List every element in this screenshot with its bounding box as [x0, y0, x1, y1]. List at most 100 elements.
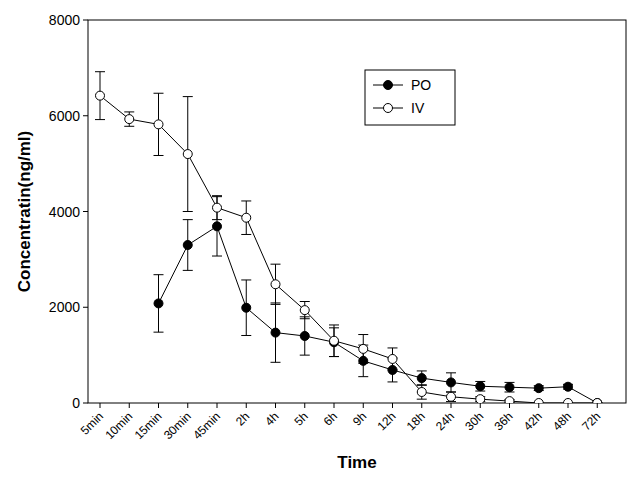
error-cap [154, 274, 164, 275]
data-point [505, 383, 514, 392]
data-point [388, 365, 397, 374]
error-cap [271, 362, 281, 363]
error-bar [212, 197, 222, 256]
legend-marker [384, 81, 393, 90]
data-point [359, 344, 368, 353]
x-tick [100, 403, 101, 408]
legend-marker [384, 104, 393, 113]
data-point [213, 222, 222, 231]
error-bar [358, 345, 368, 377]
error-bar [154, 93, 164, 155]
data-point [271, 328, 280, 337]
x-tick [246, 403, 247, 408]
data-point [447, 392, 456, 401]
legend-label: PO [411, 77, 431, 93]
error-cap [241, 200, 251, 201]
data-point [183, 150, 192, 159]
error-cap [358, 334, 368, 335]
data-point [330, 336, 339, 345]
legend: PO IV [365, 70, 455, 125]
error-bar [241, 280, 251, 336]
x-tick-label: 30min [161, 409, 194, 442]
error-cap [271, 304, 281, 305]
x-tick-label: 2h [233, 409, 252, 428]
x-tick-label: 5min [78, 409, 106, 437]
x-tick-label: 72h [579, 409, 603, 433]
error-cap [212, 219, 222, 220]
data-point [183, 241, 192, 250]
series-line [100, 96, 597, 403]
data-point [417, 387, 426, 396]
x-tick [538, 403, 539, 408]
data-point [388, 354, 397, 363]
error-cap [358, 376, 368, 377]
error-cap [212, 256, 222, 257]
x-tick-label: 36h [492, 409, 516, 433]
error-bar [212, 196, 222, 220]
error-cap [124, 126, 134, 127]
y-tick-label: 2000 [49, 299, 80, 315]
x-tick-label: 42h [521, 409, 545, 433]
x-tick [597, 403, 598, 408]
x-tick [304, 403, 305, 408]
error-bar [300, 317, 310, 355]
chart: 020004000600080005min10min15min30min45mi… [0, 0, 644, 477]
error-cap [183, 211, 193, 212]
error-cap [241, 335, 251, 336]
error-cap [388, 381, 398, 382]
x-tick-label: 5h [292, 409, 311, 428]
error-cap [417, 384, 427, 385]
x-tick [334, 403, 335, 408]
data-point [154, 299, 163, 308]
data-point [534, 384, 543, 393]
error-cap [212, 195, 222, 196]
y-tick [83, 20, 88, 21]
error-cap [183, 219, 193, 220]
y-tick-label: 8000 [49, 12, 80, 28]
x-tick [509, 403, 510, 408]
error-cap [241, 279, 251, 280]
data-point [300, 306, 309, 315]
y-tick-label: 4000 [49, 204, 80, 220]
y-tick-label: 0 [72, 395, 80, 411]
y-tick [83, 403, 88, 404]
error-cap [329, 324, 339, 325]
data-point [476, 395, 485, 403]
x-tick-label: 10min [102, 409, 135, 442]
error-bar [446, 373, 456, 392]
x-tick [158, 403, 159, 408]
data-point [476, 382, 485, 391]
data-point [593, 399, 602, 404]
error-bar [446, 392, 456, 402]
x-tick [275, 403, 276, 408]
x-tick-label: 9h [350, 409, 369, 428]
error-cap [95, 119, 105, 120]
series-line [159, 226, 598, 403]
error-bar [505, 382, 515, 392]
data-point [96, 91, 105, 100]
error-cap [124, 111, 134, 112]
error-cap [95, 71, 105, 72]
y-tick-label: 6000 [49, 108, 80, 124]
y-axis-label: Concentratin(ng/ml) [15, 131, 34, 293]
data-point [300, 331, 309, 340]
x-axis-label: Time [337, 453, 376, 472]
error-cap [241, 234, 251, 235]
data-point [593, 399, 602, 404]
y-tick [83, 307, 88, 308]
error-cap [154, 93, 164, 94]
legend-label: IV [411, 100, 425, 116]
x-tick-label: 6h [321, 409, 340, 428]
error-bar [475, 381, 485, 391]
x-tick [363, 403, 364, 408]
error-bar [417, 385, 427, 399]
data-point [447, 378, 456, 387]
x-tick [480, 403, 481, 408]
data-point [154, 120, 163, 129]
x-tick [568, 403, 569, 408]
x-tick [187, 403, 188, 408]
x-tick [217, 403, 218, 408]
error-bar [329, 325, 339, 357]
error-cap [271, 264, 281, 265]
data-point [271, 280, 280, 289]
